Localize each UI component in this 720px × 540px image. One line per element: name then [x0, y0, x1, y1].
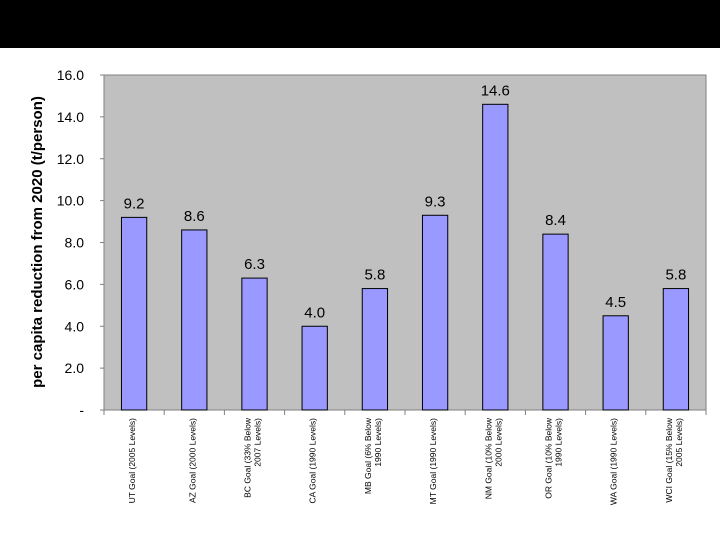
- x-axis: [103, 410, 707, 415]
- y-tick-label: 4.0: [65, 318, 85, 334]
- bars: [120, 103, 690, 411]
- x-tick-label: UT Goal (2005 Levels): [127, 418, 137, 504]
- category-labels: UT Goal (2005 Levels) AZ Goal (2000 Level…: [127, 417, 684, 505]
- x-tick-label: NM Goal (10% Below2000 Levels): [483, 417, 503, 499]
- y-tick-label: -: [79, 402, 84, 418]
- bar: [361, 288, 389, 411]
- data-label: 5.8: [665, 267, 686, 284]
- y-tick-label: 16.0: [57, 67, 84, 83]
- x-tick-label: MB Goal (6% Below1990 Levels): [363, 417, 383, 494]
- data-label: 6.3: [244, 256, 265, 273]
- data-labels: 9.2 8.6 6.3 4.0 5.8 9.3 14.6 8.4 4.5 5.8: [124, 82, 687, 321]
- bar: [482, 103, 509, 411]
- x-tick-label: OR Goal (10% Below1990 Levels): [544, 417, 564, 499]
- data-label: 4.5: [605, 294, 626, 311]
- bar: [542, 233, 569, 411]
- x-tick-label: MT Goal (1990 Levels): [428, 418, 438, 504]
- x-tick-label: WA Goal (1990 Levels): [609, 418, 619, 505]
- bar: [421, 214, 449, 411]
- bar: [301, 325, 328, 411]
- y-tick-label: 2.0: [65, 360, 85, 376]
- data-label: 4.0: [304, 304, 325, 321]
- y-axis: - 2.0 4.0 6.0 8.0 10.0 12.0 14.0 16.0: [57, 67, 104, 418]
- data-label: 5.8: [364, 267, 385, 284]
- y-tick-label: 6.0: [65, 276, 85, 292]
- y-tick-label: 8.0: [65, 235, 85, 251]
- bar: [181, 229, 208, 411]
- bar: [662, 288, 690, 411]
- x-tick-label: WCI Goal (15% Below2005 Levels): [664, 417, 684, 502]
- x-tick-label: BC Goal (33% Below2007 Levels): [243, 417, 263, 498]
- data-label: 14.6: [481, 82, 510, 99]
- data-label: 9.2: [124, 195, 145, 212]
- bar: [241, 277, 268, 411]
- x-tick-label: AZ Goal (2000 Levels): [187, 418, 197, 503]
- bar: [602, 315, 629, 411]
- data-label: 8.4: [545, 212, 566, 229]
- y-axis-title: per capita reduction from 2020 (t/person…: [29, 96, 46, 388]
- data-label: 9.3: [425, 193, 446, 210]
- bar: [120, 216, 148, 411]
- y-tick-label: 14.0: [57, 109, 84, 125]
- y-tick-label: 12.0: [57, 151, 84, 167]
- data-label: 8.6: [184, 208, 205, 225]
- header-band: [0, 0, 720, 48]
- x-tick-label: CA Goal (1990 Levels): [308, 418, 318, 504]
- y-tick-label: 10.0: [57, 193, 84, 209]
